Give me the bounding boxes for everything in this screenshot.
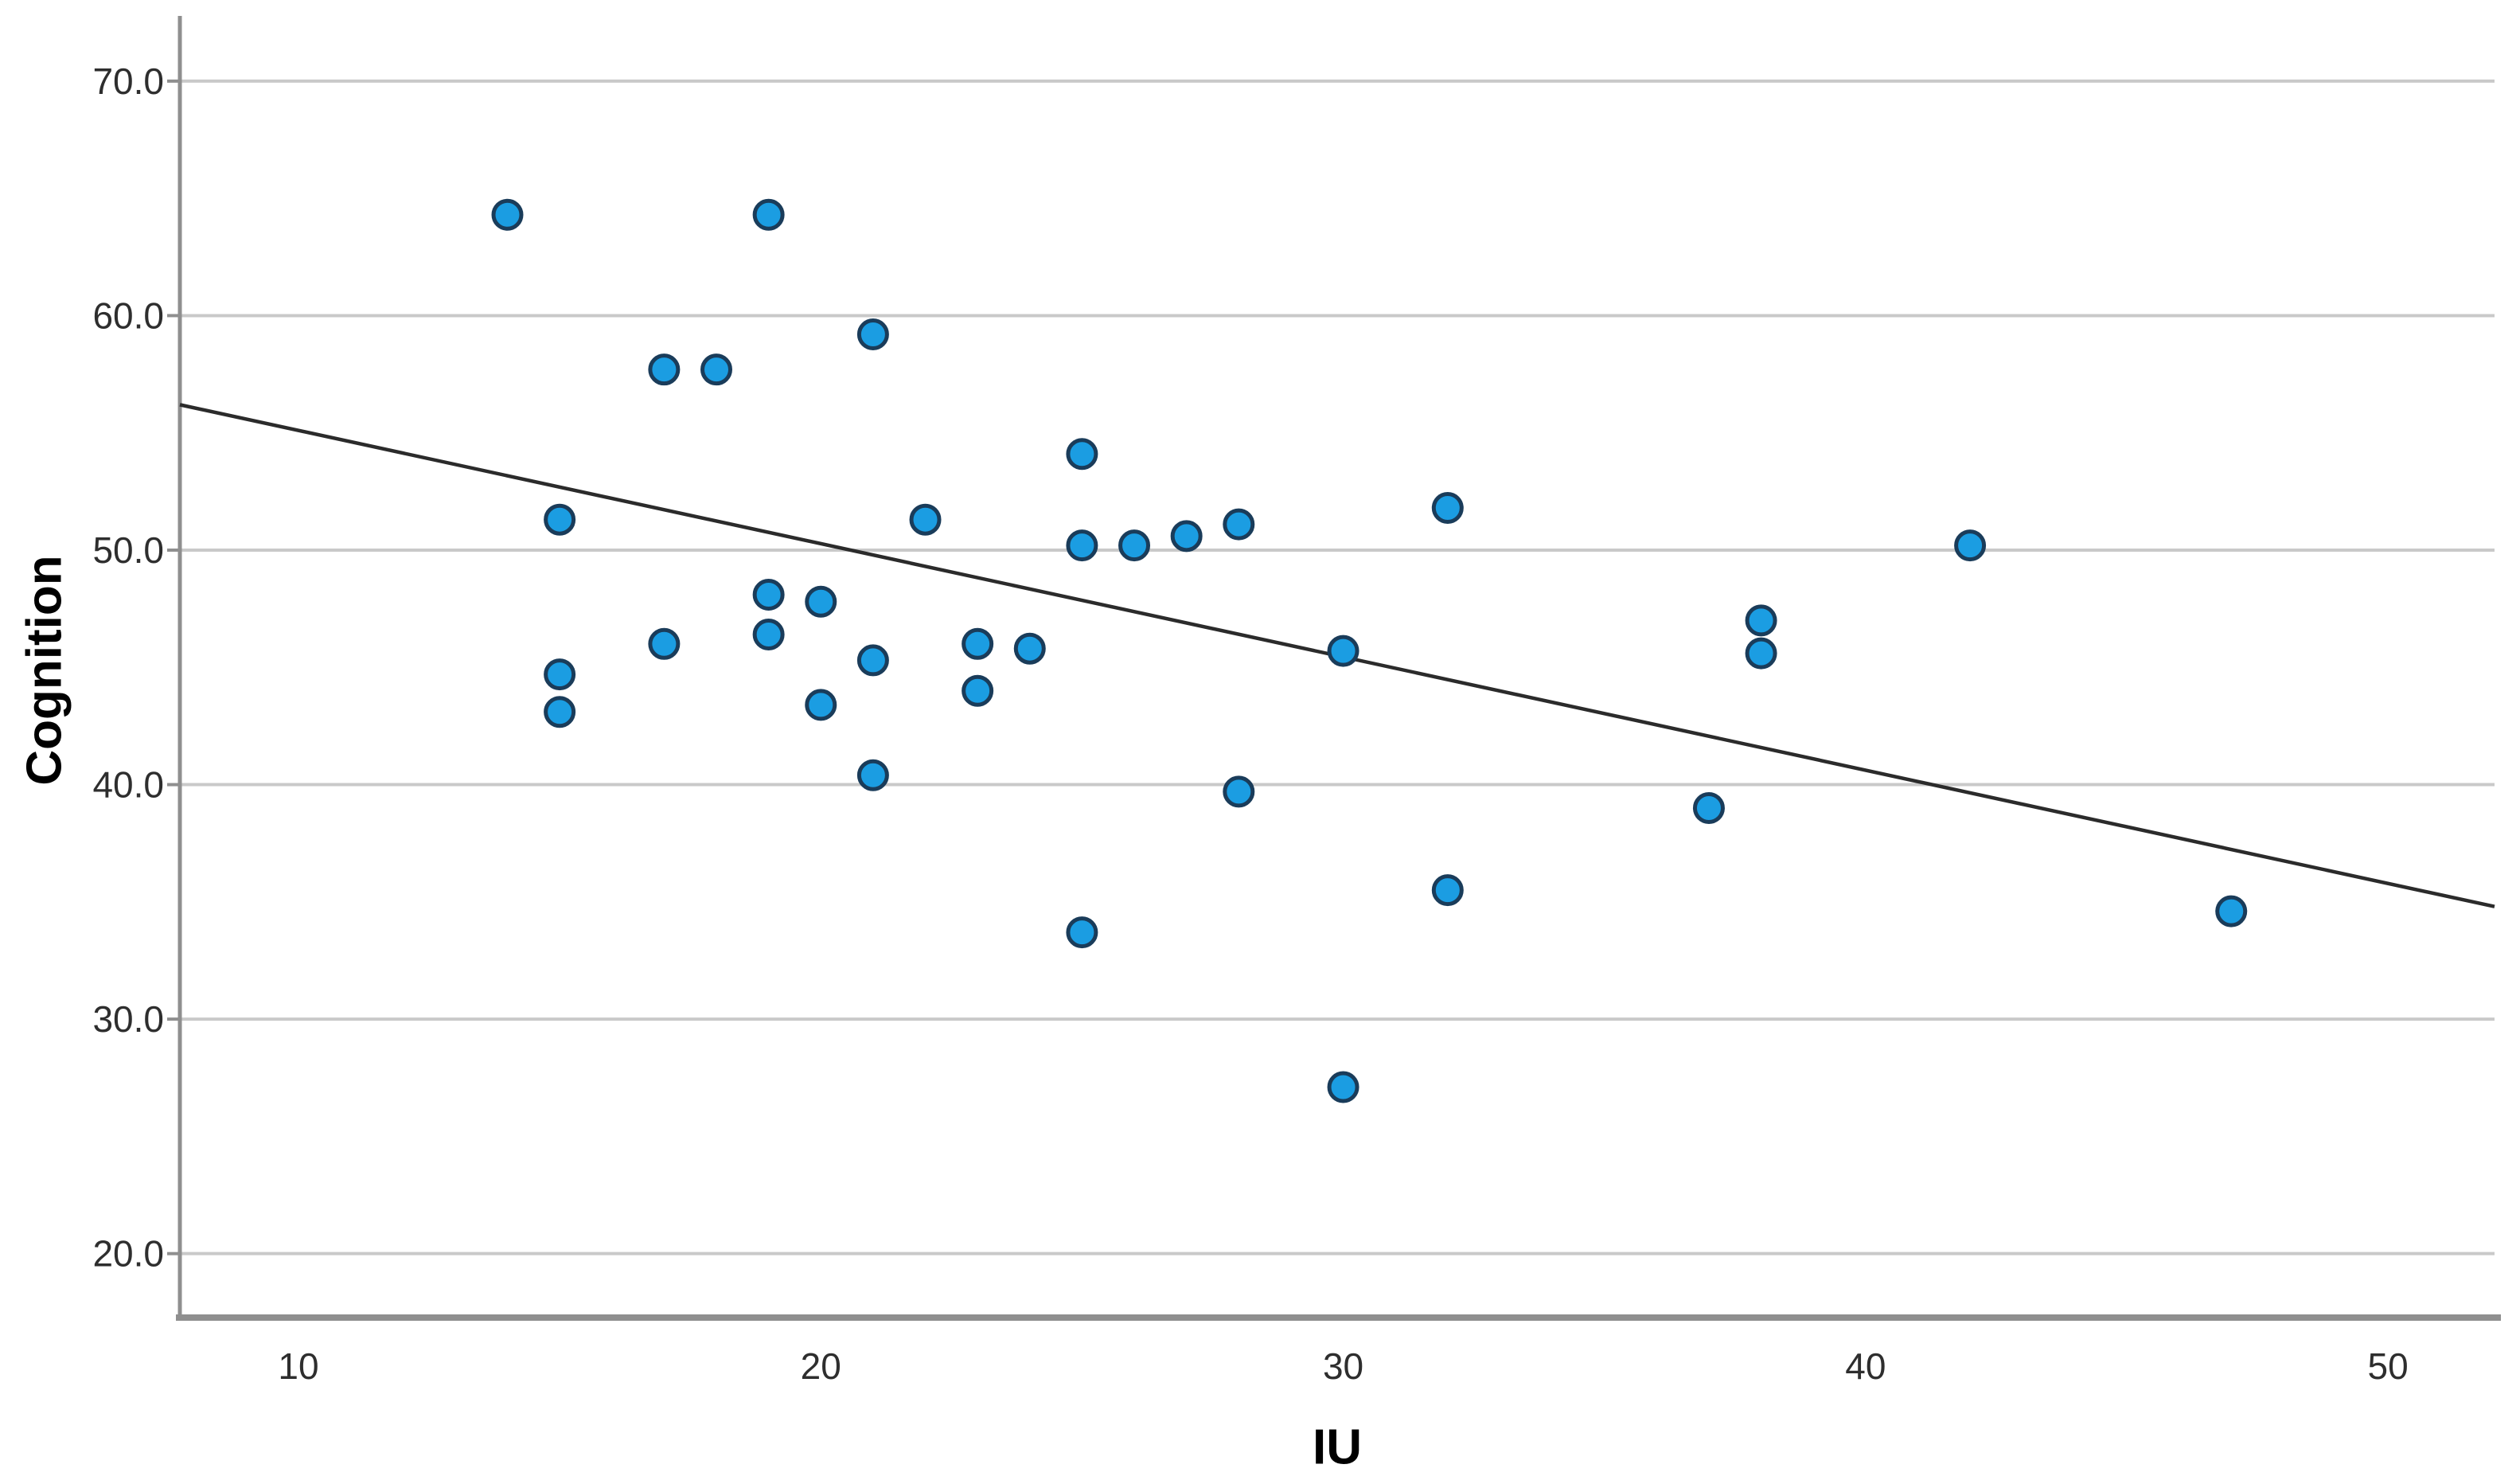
data-point bbox=[1013, 632, 1046, 665]
data-point bbox=[752, 578, 785, 611]
x-tick-label: 30 bbox=[1323, 1345, 1363, 1387]
x-tick-label: 40 bbox=[1845, 1345, 1886, 1387]
y-tick-label: 70.0 bbox=[92, 61, 164, 102]
data-point bbox=[544, 696, 576, 728]
data-point bbox=[962, 627, 994, 660]
data-point bbox=[1066, 438, 1098, 471]
data-point bbox=[1066, 916, 1098, 949]
data-point bbox=[1223, 775, 1255, 808]
data-point bbox=[856, 318, 889, 351]
data-point bbox=[1692, 791, 1725, 824]
data-point bbox=[544, 503, 576, 536]
data-point bbox=[856, 759, 889, 791]
y-tick-label: 30.0 bbox=[92, 998, 164, 1040]
data-point bbox=[752, 619, 785, 651]
data-point bbox=[856, 644, 889, 677]
data-point bbox=[1327, 635, 1359, 667]
data-point bbox=[1431, 874, 1464, 907]
data-point bbox=[1954, 529, 1987, 562]
y-tick-label: 60.0 bbox=[92, 295, 164, 336]
data-point bbox=[491, 198, 524, 231]
data-point bbox=[1745, 604, 1777, 637]
data-point bbox=[1431, 491, 1464, 524]
data-point bbox=[2215, 895, 2248, 927]
data-point bbox=[1170, 520, 1203, 553]
x-axis-title: IU bbox=[1313, 1419, 1362, 1475]
data-point bbox=[544, 658, 576, 691]
y-tick-label: 40.0 bbox=[92, 764, 164, 806]
y-tick-label: 20.0 bbox=[92, 1233, 164, 1275]
data-point bbox=[1223, 508, 1255, 541]
x-tick-label: 10 bbox=[278, 1345, 318, 1387]
x-tick-label: 20 bbox=[801, 1345, 841, 1387]
data-point bbox=[648, 353, 681, 386]
data-point bbox=[1066, 529, 1098, 562]
data-point bbox=[1327, 1071, 1359, 1103]
data-point bbox=[909, 503, 942, 536]
data-point bbox=[1745, 637, 1777, 670]
data-point bbox=[648, 627, 681, 660]
x-tick-label: 50 bbox=[2368, 1345, 2409, 1387]
y-tick-label: 50.0 bbox=[92, 529, 164, 571]
data-point bbox=[805, 585, 837, 618]
data-point bbox=[752, 198, 785, 231]
data-point bbox=[962, 674, 994, 707]
data-point bbox=[805, 689, 837, 721]
data-point bbox=[700, 353, 733, 386]
y-axis-title: Cognition bbox=[17, 555, 72, 786]
data-point bbox=[1118, 529, 1151, 562]
